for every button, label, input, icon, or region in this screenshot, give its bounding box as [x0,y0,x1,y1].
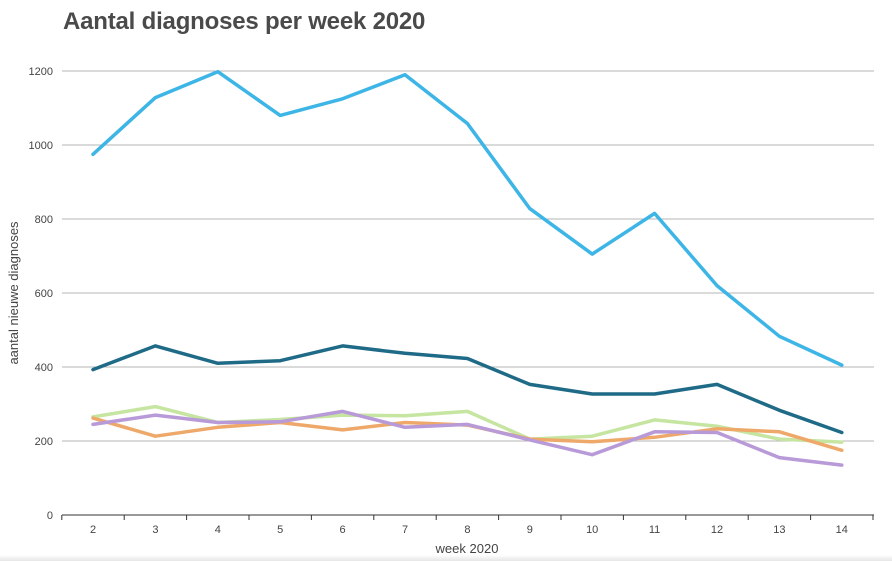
x-tick-label: 4 [215,524,221,536]
y-tick-label: 1200 [29,66,53,78]
x-axis-title: week 2020 [435,541,499,556]
x-tick-label: 6 [340,524,346,536]
axes [61,514,874,520]
series-lines [91,69,844,467]
y-tick-label: 400 [35,362,53,374]
x-tick-label: 10 [586,524,598,536]
series-line-2 [91,344,844,435]
window-bottom-edge [0,555,892,561]
x-tick-label: 13 [773,524,785,536]
y-tick-label: 200 [35,436,53,448]
x-tick-label: 14 [836,524,848,536]
x-tick-label: 2 [90,524,96,536]
chart-title: Aantal diagnoses per week 2020 [63,8,426,35]
y-tick-label: 800 [35,214,53,226]
series-line-1 [91,69,844,367]
x-tick-label: 3 [152,524,158,536]
y-tick-label: 0 [47,510,53,522]
x-tick-label: 12 [711,524,723,536]
y-tick-label: 1000 [29,140,53,152]
tick-labels: 0 200 400 600 800 1000 1200 2 3 4 5 6 7 8 9 10 11 12 13 14 [29,66,848,536]
x-tick-label: 8 [464,524,470,536]
x-tick-label: 9 [527,524,533,536]
x-tick-label: 5 [277,524,283,536]
y-axis-title: aantal nieuwe diagnoses [6,221,21,365]
series-line-5 [91,409,844,467]
y-tick-label: 600 [35,288,53,300]
grid-lines [62,70,874,442]
x-tick-label: 7 [402,524,408,536]
x-tick-label: 11 [649,524,660,536]
